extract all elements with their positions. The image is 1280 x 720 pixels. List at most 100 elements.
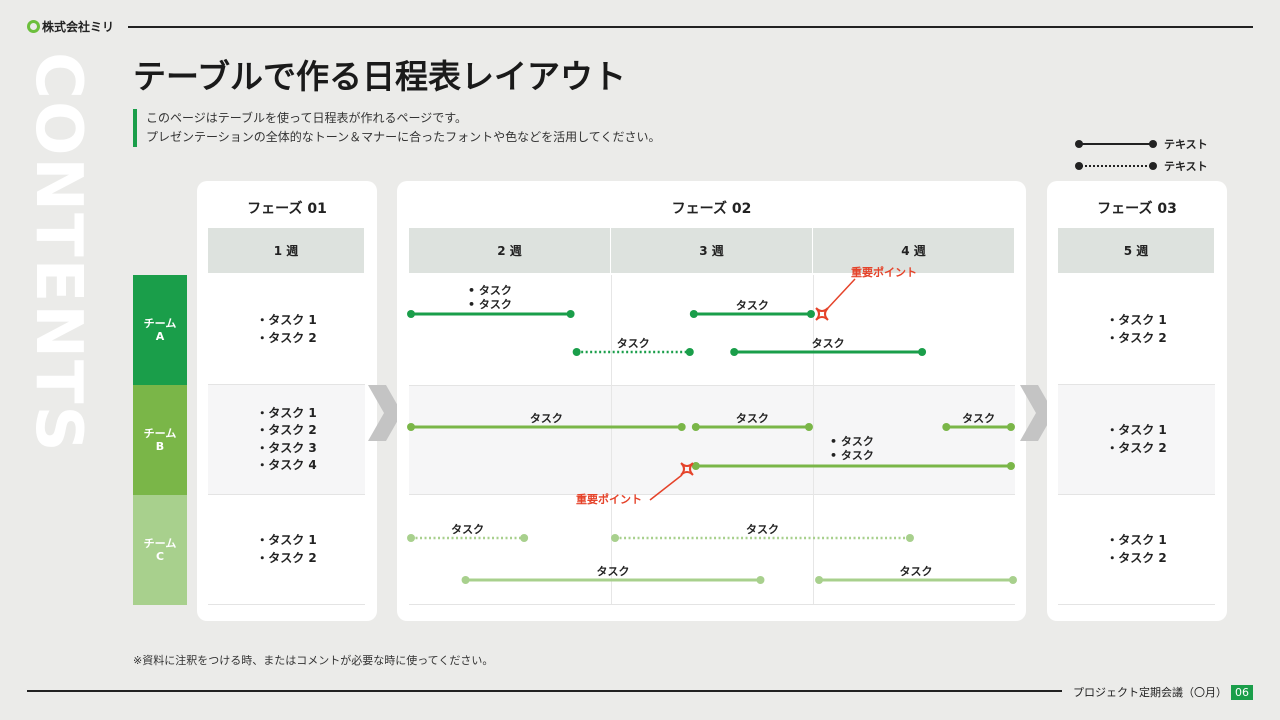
team-code: B — [155, 440, 165, 453]
week-header: 4 週 — [813, 228, 1015, 273]
meeting-name: プロジェクト定期会議（〇月） — [1073, 686, 1227, 699]
gantt-bar — [407, 423, 686, 431]
phase-title: フェーズ 02 — [671, 201, 752, 217]
gantt-bar — [611, 534, 914, 542]
important-point-label: 重要ポイント — [851, 266, 917, 279]
gantt-bar — [942, 423, 1015, 431]
gantt-bar-endpoint — [691, 423, 700, 431]
important-point-label: 重要ポイント — [576, 493, 642, 506]
task-item: ・タスク 2 — [256, 330, 317, 345]
phase1-team-c-tasks: ・タスク 1 ・タスク 2 — [208, 495, 365, 605]
gantt-bar-endpoint — [1006, 423, 1015, 431]
week-header: 1 週 — [208, 228, 365, 273]
gantt-bar-endpoint — [407, 534, 416, 542]
gantt-bar-label: タスク — [596, 565, 630, 578]
team-a-label: チーム A — [133, 275, 187, 385]
bullet-item: • タスク — [468, 298, 512, 311]
phase-title: フェーズ 01 — [247, 201, 327, 217]
gantt-bar — [689, 310, 815, 318]
gantt-bar-endpoint — [407, 423, 416, 431]
team-code: A — [155, 330, 165, 343]
gantt-bar-endpoint — [611, 534, 620, 542]
important-point-icon — [815, 278, 856, 321]
gantt-bar — [691, 423, 813, 431]
table-bottom — [409, 604, 1015, 605]
company-name: 株式会社ミリ — [42, 20, 115, 34]
bullet-note: • タスク • タスク — [830, 435, 874, 463]
gantt-bar-endpoint — [677, 423, 686, 431]
gantt-bar-endpoint — [815, 576, 824, 584]
team-b-label: チーム B — [133, 385, 187, 495]
phase1-team-a-tasks: ・タスク 1 ・タスク 2 — [208, 275, 365, 385]
gantt-bar-endpoint — [942, 423, 951, 431]
task-item: ・タスク 1 — [256, 405, 317, 420]
gantt-bar — [572, 348, 694, 356]
description: このページはテーブルを使って日程表が作れるページです。 プレゼンテーションの全体的… — [133, 109, 660, 147]
task-item: ・タスク 1 — [1106, 533, 1167, 547]
legend-label: テキスト — [1164, 160, 1208, 173]
gantt-bar-label: タスク — [899, 565, 933, 578]
week-header: 2 週 — [409, 228, 611, 273]
task-item: ・タスク 4 — [256, 458, 317, 472]
legend-dotted-line — [1075, 162, 1157, 170]
bullet-note: • タスク • タスク — [468, 284, 512, 312]
week-header: 3 週 — [611, 228, 813, 273]
task-item: ・タスク 3 — [256, 440, 317, 455]
gantt-bar-label: タスク — [746, 523, 779, 536]
task-item: ・タスク 2 — [256, 423, 317, 437]
important-point-icon — [649, 462, 694, 501]
gantt-bar-endpoint — [918, 348, 927, 356]
phase3-team-b-tasks: ・タスク 1 ・タスク 2 — [1058, 385, 1215, 495]
gantt-bar-endpoint — [461, 576, 470, 584]
legend-solid-line — [1075, 140, 1157, 148]
gantt-bar-endpoint — [804, 423, 813, 431]
company-logo: 株式会社ミリ — [27, 18, 114, 35]
gantt-bar — [407, 534, 529, 542]
gantt-bar-endpoint — [566, 310, 575, 318]
task-item: ・タスク 2 — [256, 550, 317, 565]
chevron-right-icon — [368, 385, 402, 441]
team-c-label: チーム C — [133, 495, 187, 605]
phase-03-card: フェーズ 03 5 週 ・タスク 1 ・タスク 2 ・タスク 1 ・タスク 2 ・タ… — [1047, 181, 1227, 621]
gantt-bar-label: タスク — [811, 337, 845, 350]
phase-02-card: フェーズ 02 2 週 3 週 4 週 — [397, 181, 1026, 621]
header-divider — [128, 26, 1253, 28]
logo-ring-icon — [27, 20, 40, 33]
legend: テキスト テキスト — [1075, 133, 1208, 177]
gantt-bar-endpoint — [1006, 462, 1015, 470]
bullet-item: • タスク — [830, 449, 874, 462]
gantt-bar-label: タスク — [529, 412, 563, 425]
gantt-bar — [461, 576, 765, 584]
bullet-item: • タスク — [468, 284, 512, 297]
team-label: チーム — [143, 427, 177, 440]
gantt-bar — [815, 576, 1017, 584]
phase1-team-b-tasks: ・タスク 1 ・タスク 2 ・タスク 3 ・タスク 4 — [208, 385, 365, 495]
phase3-team-a-tasks: ・タスク 1 ・タスク 2 — [1058, 275, 1215, 385]
task-item: ・タスク 2 — [1106, 440, 1167, 455]
task-item: ・タスク 1 — [256, 313, 317, 327]
footnote: ※資料に注釈をつける時、またはコメントが必要な時に使ってください。 — [133, 654, 494, 667]
gantt-bar — [691, 462, 1015, 470]
task-item: ・タスク 1 — [1106, 313, 1167, 327]
gantt-bar — [730, 348, 927, 356]
gantt-bar-endpoint — [730, 348, 739, 356]
team-label: チーム — [143, 537, 177, 550]
task-item: ・タスク 2 — [1106, 330, 1167, 345]
gantt-bar-endpoint — [685, 348, 694, 356]
page-number: 06 — [1231, 684, 1253, 700]
gantt-bar-label: タスク — [735, 412, 769, 425]
task-item: ・タスク 1 — [1106, 423, 1167, 437]
team-label: チーム — [143, 317, 177, 330]
task-item: ・タスク 2 — [1106, 550, 1167, 565]
bullet-item: • タスク — [830, 435, 874, 448]
gantt-bar-label: タスク — [735, 299, 769, 312]
gantt-bar-endpoint — [905, 534, 914, 542]
gantt-bar-label: タスク — [616, 337, 650, 350]
team-code: C — [155, 550, 165, 563]
gantt-bar-label: タスク — [451, 523, 485, 536]
description-line: このページはテーブルを使って日程表が作れるページです。 — [146, 111, 468, 125]
team-b-row-bg — [409, 385, 1015, 495]
gantt-bar-endpoint — [572, 348, 581, 356]
